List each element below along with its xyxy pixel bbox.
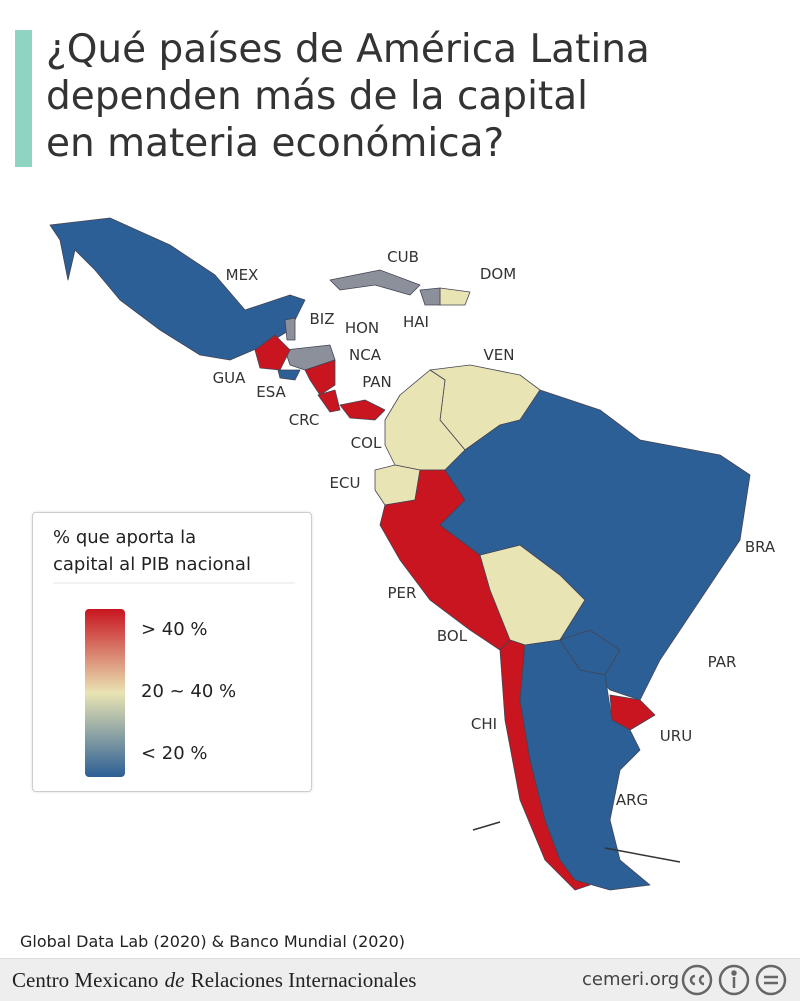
country <box>439 389 751 701</box>
country <box>49 217 306 361</box>
legend-gradient <box>85 609 125 777</box>
country-label: GUA <box>213 369 247 387</box>
country-label: HAI <box>403 313 429 331</box>
country-label: DOM <box>480 265 516 283</box>
country-label: PAN <box>362 373 392 391</box>
country-label: BOL <box>437 627 468 645</box>
legend: % que aporta la capital al PIB nacional … <box>32 512 312 792</box>
license-icons <box>681 964 787 996</box>
country-label: ECU <box>330 474 361 492</box>
legend-title: capital al PIB nacional <box>53 554 251 575</box>
title-line: ¿Qué países de América Latina <box>46 27 650 72</box>
country-label: CUB <box>387 248 419 266</box>
country <box>419 287 441 306</box>
country-label: CRC <box>289 411 320 429</box>
org-part: Centro Mexicano <box>12 968 159 992</box>
country-label: BRA <box>745 538 776 556</box>
country <box>254 334 291 371</box>
title-line: dependen más de la capital <box>46 74 588 119</box>
leader-line <box>472 821 681 863</box>
country <box>439 287 471 306</box>
org-part: de <box>164 968 185 992</box>
org-part: Relaciones Internacionales <box>190 968 417 992</box>
country-label: COL <box>351 434 382 452</box>
country <box>374 464 421 506</box>
country <box>304 359 336 396</box>
country <box>339 399 386 421</box>
legend-svg: % que aporta la capital al PIB nacional … <box>53 527 295 777</box>
country <box>317 389 341 413</box>
country-label: CHI <box>471 715 497 733</box>
country-label: NCA <box>349 346 382 364</box>
country <box>284 317 296 341</box>
footer: Centro Mexicano de Relaciones Internaciona… <box>0 958 800 1001</box>
country <box>519 639 651 891</box>
title: ¿Qué países de América Latina dependen m… <box>46 26 650 167</box>
country-label: BIZ <box>310 310 335 328</box>
country-label: URU <box>660 727 692 745</box>
country-label: ARG <box>616 791 648 809</box>
title-line: en materia económica? <box>46 121 505 166</box>
country <box>277 369 301 381</box>
legend-title: % que aporta la <box>53 527 196 548</box>
source: Global Data Lab (2020) & Banco Mundial (… <box>20 932 406 951</box>
country-label: MEX <box>226 266 259 284</box>
map: MEX CUB DOM HAI BIZ HON GUA ESA NCA CRC PAN VEN COL E… <box>49 217 776 891</box>
site: cemeri.org <box>582 969 680 990</box>
organization: Centro Mexicano de Relaciones Internaciona… <box>12 968 423 993</box>
country-label: PER <box>388 584 417 602</box>
country-label: PAR <box>708 653 737 671</box>
accent-bar <box>15 30 32 167</box>
legend-label: > 40 % <box>141 619 208 640</box>
legend-label: < 20 % <box>141 743 208 764</box>
country <box>329 269 421 296</box>
country-label: HON <box>345 319 379 337</box>
country-label: ESA <box>256 383 286 401</box>
legend-label: 20 ~ 40 % <box>141 681 236 702</box>
country-label: VEN <box>484 346 515 364</box>
